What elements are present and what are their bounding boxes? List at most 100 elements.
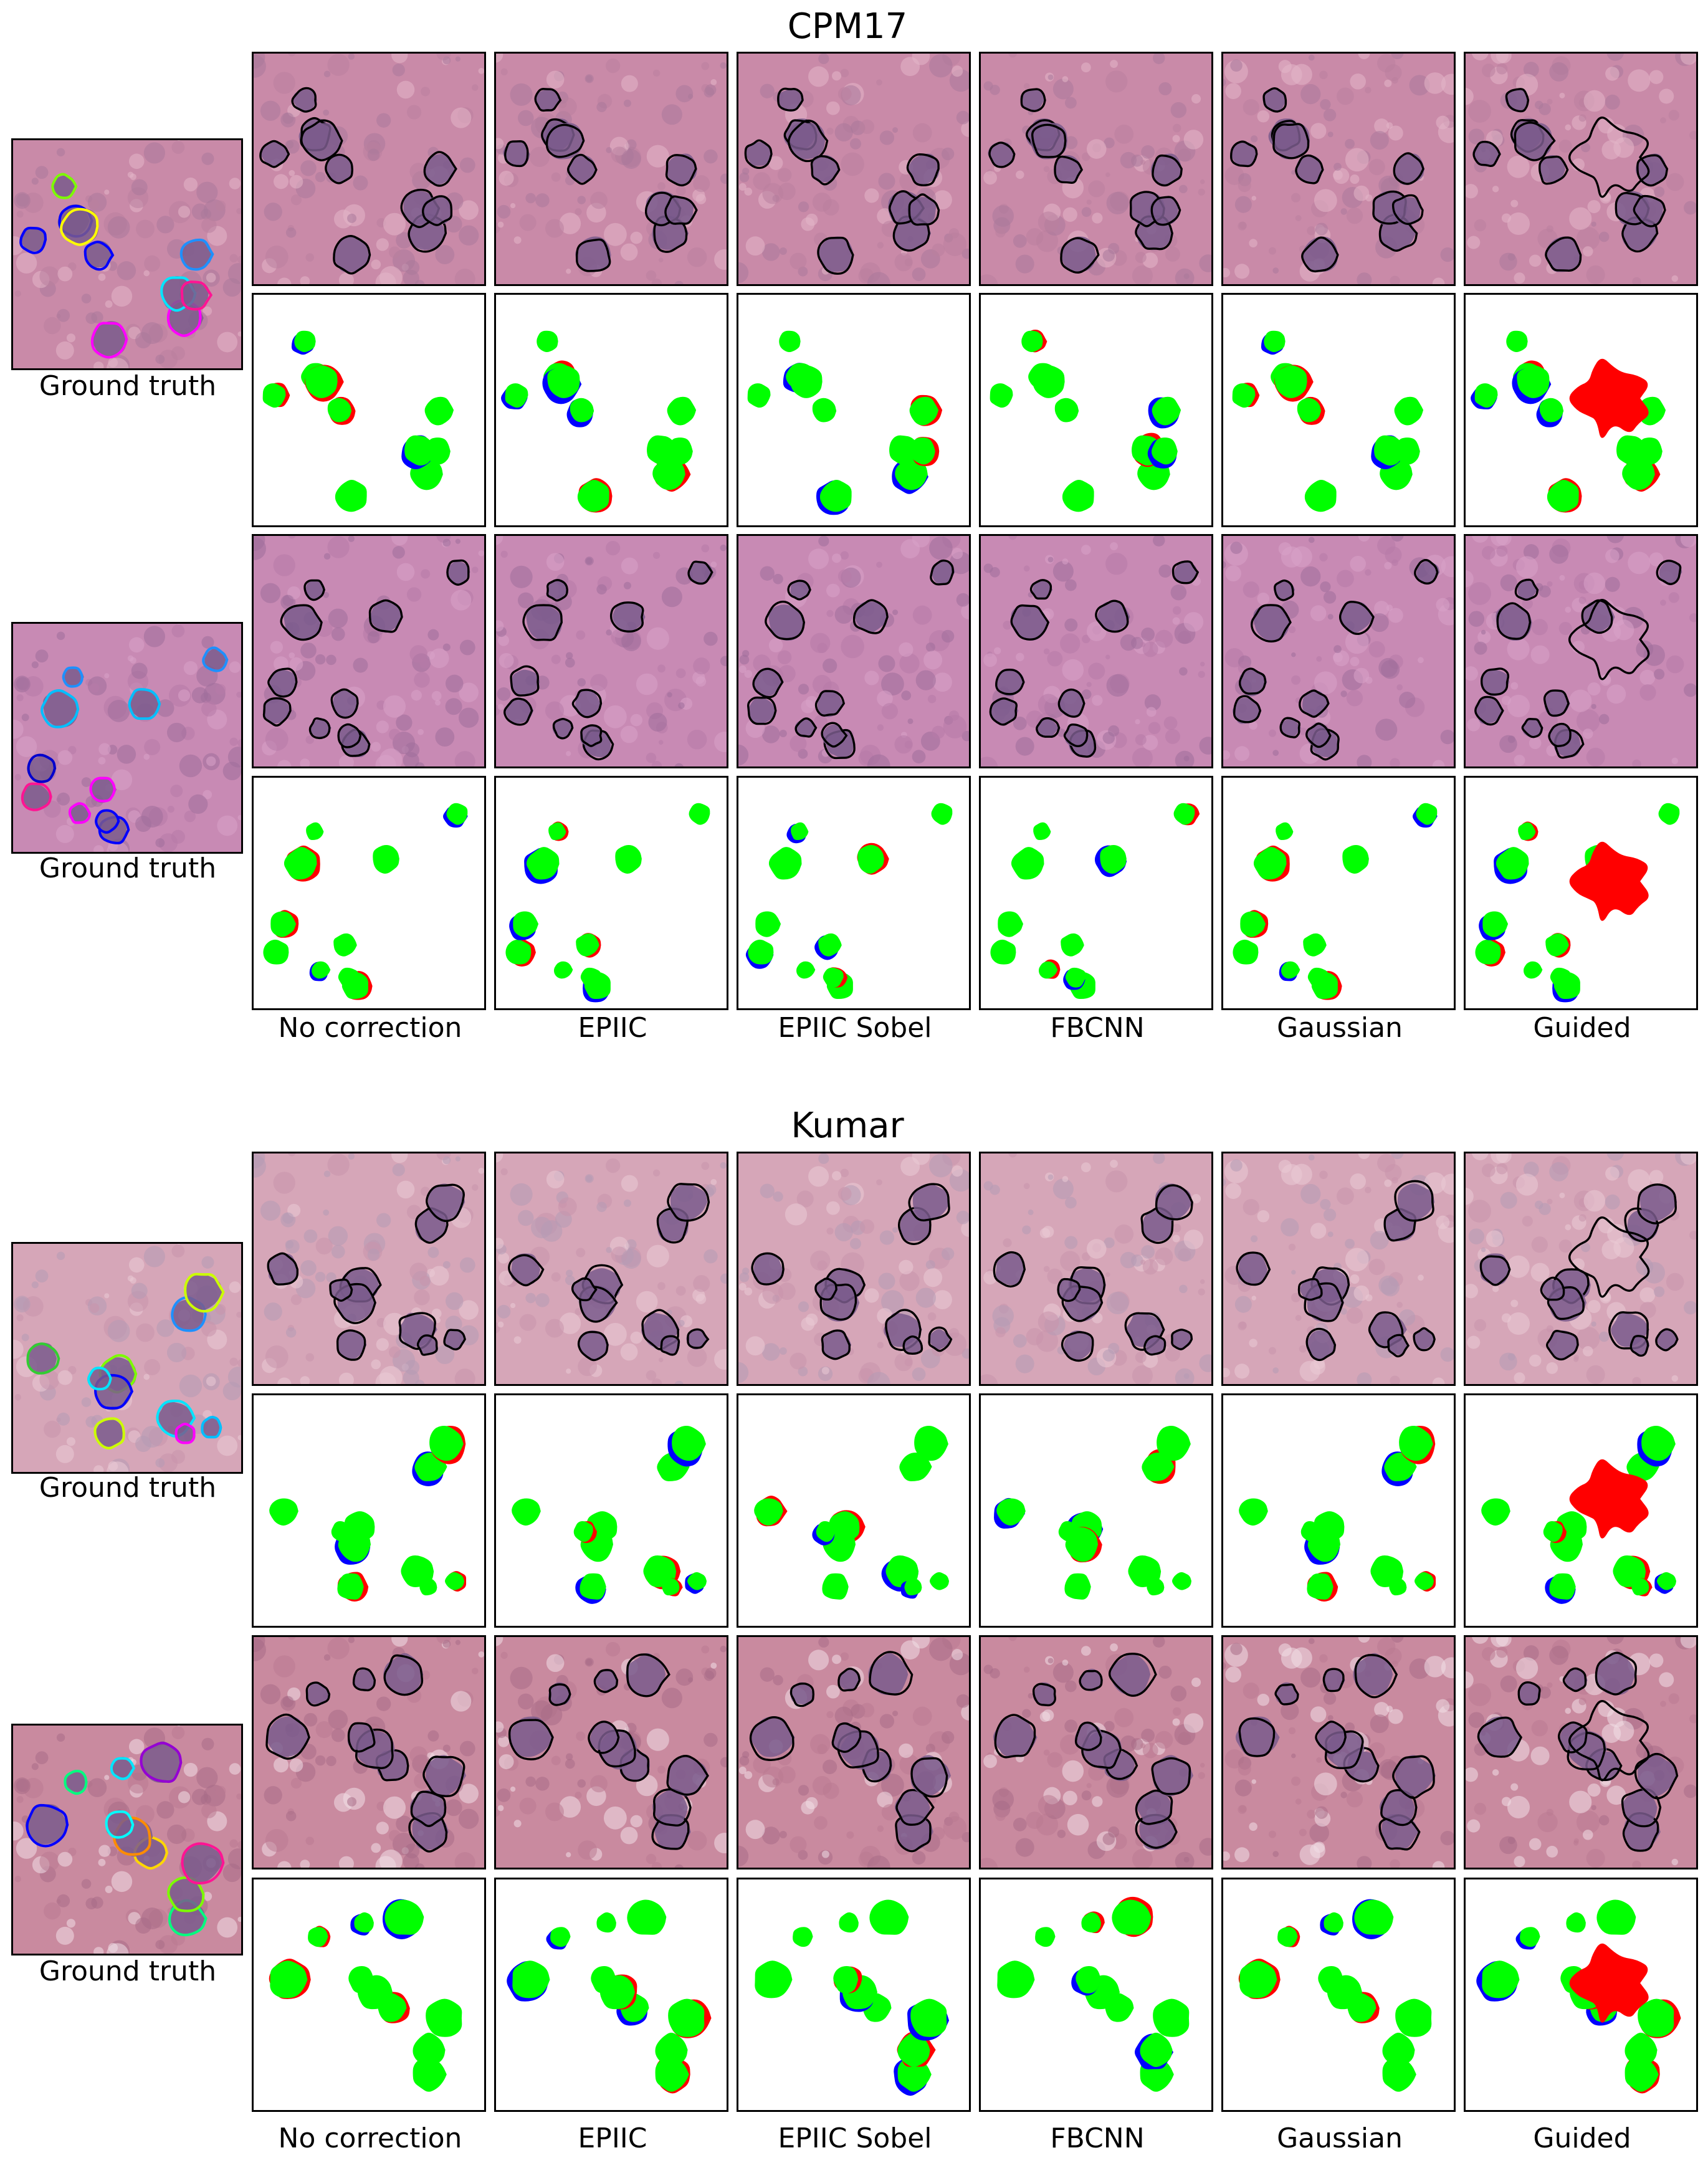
tissue-texture — [832, 1171, 842, 1181]
predicted-contour — [333, 1282, 376, 1324]
tissue-texture — [952, 65, 963, 77]
tissue-texture — [315, 1271, 326, 1282]
tissue-texture — [1052, 79, 1074, 100]
nucleus — [333, 690, 358, 717]
predicted-contour — [1305, 722, 1332, 748]
tissue-texture — [1086, 199, 1092, 205]
tissue-texture — [983, 1664, 993, 1674]
tissue-texture — [21, 1334, 29, 1342]
true-positive-region — [1517, 365, 1550, 398]
tissue-texture — [285, 227, 297, 238]
tissue-texture — [227, 1848, 243, 1869]
predicted-contour — [1505, 88, 1530, 113]
tissue-texture — [417, 728, 424, 735]
tissue-texture — [1327, 131, 1333, 138]
tissue-texture — [1468, 1228, 1485, 1244]
tissue-texture — [603, 705, 627, 728]
tissue-texture — [1088, 662, 1105, 680]
tissue-texture — [1499, 1836, 1517, 1855]
tissue-texture — [1565, 1707, 1572, 1714]
nucleus — [1300, 1279, 1323, 1300]
tissue-texture — [646, 1728, 669, 1751]
ground-truth-contour — [94, 1373, 134, 1410]
true-positive-region — [748, 939, 774, 965]
tissue-texture — [1309, 1823, 1329, 1843]
nucleus — [1238, 1253, 1268, 1286]
tissue-texture — [55, 1444, 74, 1463]
nucleus — [512, 669, 540, 697]
tissue-texture — [878, 655, 895, 672]
true-positive-region — [1545, 933, 1569, 957]
tissue-texture — [559, 212, 581, 234]
true-positive-region — [1389, 1578, 1407, 1596]
nucleus — [1011, 604, 1047, 641]
tissue-texture — [878, 173, 895, 190]
nucleus — [95, 1418, 125, 1448]
tissue-texture — [285, 1327, 297, 1338]
tissue-texture — [305, 1353, 315, 1362]
tissue-texture — [1308, 1638, 1315, 1645]
tissue-texture — [1390, 1859, 1400, 1869]
tissue-texture — [1357, 755, 1372, 768]
panel-frame — [1464, 1152, 1698, 1386]
nucleus — [753, 1253, 783, 1286]
nucleus — [1306, 1330, 1337, 1360]
tissue-texture — [1649, 1653, 1664, 1668]
tissue-texture — [1239, 1805, 1247, 1813]
tissue-texture — [1052, 1662, 1074, 1683]
tissue-texture — [1158, 1665, 1172, 1679]
tissue-texture — [1110, 542, 1118, 550]
tissue-texture — [1249, 1339, 1257, 1347]
tissue-texture — [1660, 1701, 1666, 1707]
tissue-texture — [892, 1711, 899, 1717]
tissue-texture — [790, 1836, 807, 1853]
tissue-texture — [1340, 1792, 1347, 1798]
tissue-texture — [1671, 1375, 1679, 1382]
predicted-contour — [993, 1251, 1026, 1288]
predicted-contour — [749, 1716, 794, 1761]
tissue-texture — [494, 1721, 504, 1733]
tissue-texture — [1064, 618, 1078, 632]
tissue-texture — [1268, 247, 1276, 255]
nucleus — [548, 580, 568, 599]
tissue-texture — [1319, 553, 1328, 561]
tissue-texture — [881, 703, 899, 720]
tissue-texture — [777, 650, 792, 665]
tissue-texture — [1534, 100, 1543, 110]
tissue-texture — [1062, 76, 1069, 82]
true-positive-region — [1354, 1899, 1394, 1935]
true-positive-region — [667, 437, 693, 465]
true-positive-region — [996, 1498, 1026, 1526]
true-positive-region — [513, 911, 539, 937]
predicted-contour — [810, 155, 841, 186]
tissue-texture — [367, 1248, 380, 1261]
tissue-texture — [577, 678, 586, 687]
histology-panel-epiic — [494, 534, 728, 768]
tissue-texture — [661, 104, 682, 125]
tissue-texture — [1600, 1292, 1611, 1304]
nucleus — [1097, 601, 1130, 633]
tissue-texture — [1345, 630, 1369, 654]
tissue-texture — [14, 192, 31, 209]
tissue-texture — [877, 1825, 884, 1832]
tissue-texture — [1399, 692, 1416, 709]
tissue-texture — [1135, 719, 1140, 725]
tissue-texture — [943, 232, 967, 256]
nucleus — [790, 580, 811, 599]
tissue-texture — [739, 1272, 750, 1282]
true-positive-region — [348, 1966, 374, 1993]
panel-frame — [252, 1635, 486, 1869]
predicted-contour — [1020, 88, 1046, 112]
nucleus — [1630, 1335, 1650, 1355]
predicted-contour — [446, 559, 470, 586]
tissue-texture — [606, 147, 613, 153]
tissue-texture — [1314, 671, 1337, 695]
predicted-contour — [1474, 695, 1504, 726]
tissue-texture — [315, 1237, 333, 1255]
nucleus — [353, 1668, 376, 1692]
tissue-texture — [1340, 208, 1347, 215]
nucleus — [995, 1253, 1026, 1286]
column-label-epiic: EPIIC — [578, 1012, 647, 1044]
histology-panel-no-correction — [252, 52, 486, 286]
tissue-texture — [1598, 231, 1610, 242]
